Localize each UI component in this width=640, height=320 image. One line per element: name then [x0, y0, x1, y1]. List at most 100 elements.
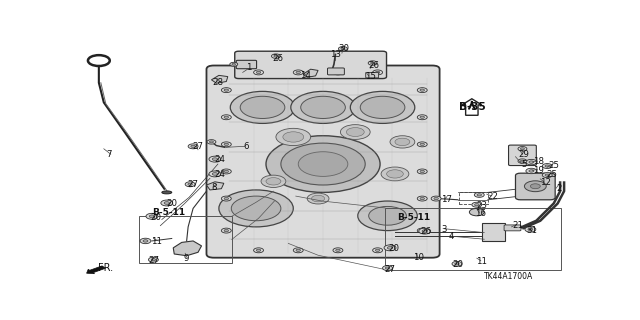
Circle shape	[417, 228, 428, 233]
FancyBboxPatch shape	[236, 60, 257, 69]
FancyArrow shape	[86, 266, 106, 274]
Circle shape	[231, 196, 281, 221]
Circle shape	[212, 158, 218, 160]
Polygon shape	[303, 69, 318, 77]
Circle shape	[420, 143, 424, 146]
Circle shape	[518, 147, 527, 151]
Circle shape	[520, 148, 524, 150]
Circle shape	[420, 197, 424, 200]
Text: 6: 6	[243, 142, 249, 151]
Text: 11: 11	[476, 257, 487, 266]
Circle shape	[420, 170, 424, 172]
Circle shape	[529, 161, 534, 163]
Circle shape	[209, 171, 221, 177]
Circle shape	[336, 71, 340, 74]
Circle shape	[164, 202, 170, 204]
Circle shape	[266, 136, 380, 192]
Circle shape	[346, 128, 364, 136]
Circle shape	[381, 167, 409, 181]
Circle shape	[188, 183, 193, 185]
Circle shape	[542, 173, 552, 178]
Circle shape	[224, 197, 228, 200]
Circle shape	[360, 96, 405, 118]
Polygon shape	[211, 75, 228, 83]
Circle shape	[232, 63, 236, 65]
Circle shape	[542, 164, 552, 169]
FancyArrow shape	[462, 99, 482, 115]
Circle shape	[475, 204, 479, 206]
Circle shape	[417, 142, 428, 147]
Circle shape	[419, 228, 431, 234]
Circle shape	[293, 70, 303, 75]
Circle shape	[372, 70, 383, 75]
Circle shape	[333, 248, 343, 253]
Text: 8: 8	[211, 183, 217, 192]
Text: 25: 25	[547, 170, 557, 179]
Circle shape	[526, 159, 537, 165]
Circle shape	[253, 70, 264, 75]
Text: B-5-11: B-5-11	[397, 213, 430, 222]
Circle shape	[434, 197, 438, 200]
FancyBboxPatch shape	[515, 173, 555, 200]
Text: 11: 11	[152, 237, 163, 246]
Bar	[385, 208, 561, 269]
FancyBboxPatch shape	[365, 72, 379, 78]
Circle shape	[371, 62, 374, 64]
Ellipse shape	[162, 191, 172, 194]
Circle shape	[143, 240, 148, 242]
Circle shape	[307, 193, 329, 204]
Circle shape	[395, 138, 410, 146]
Bar	[460, 192, 488, 204]
Text: 28: 28	[212, 78, 223, 87]
Circle shape	[372, 248, 383, 253]
Circle shape	[224, 229, 228, 232]
Circle shape	[296, 249, 300, 252]
Text: 13: 13	[330, 50, 341, 59]
Circle shape	[545, 165, 550, 167]
Circle shape	[422, 230, 428, 232]
Text: 17: 17	[440, 195, 452, 204]
Text: B-5-11: B-5-11	[152, 208, 185, 217]
Circle shape	[230, 62, 237, 66]
Text: 2: 2	[556, 184, 561, 193]
Circle shape	[368, 61, 377, 65]
Circle shape	[274, 55, 278, 57]
Circle shape	[417, 169, 428, 174]
Circle shape	[276, 128, 310, 146]
Circle shape	[417, 88, 428, 92]
Circle shape	[271, 54, 280, 58]
Circle shape	[528, 228, 533, 231]
Text: 20: 20	[452, 260, 463, 269]
Circle shape	[221, 115, 231, 120]
Circle shape	[224, 116, 228, 118]
Text: 26: 26	[420, 227, 432, 236]
Circle shape	[387, 170, 403, 178]
Circle shape	[420, 229, 424, 232]
Circle shape	[209, 141, 214, 143]
Circle shape	[253, 248, 264, 253]
FancyBboxPatch shape	[482, 223, 504, 241]
Circle shape	[350, 92, 415, 124]
Circle shape	[185, 182, 195, 187]
Circle shape	[518, 159, 527, 163]
Text: 24: 24	[214, 155, 225, 164]
Circle shape	[531, 184, 540, 189]
Circle shape	[281, 143, 365, 185]
Circle shape	[224, 89, 228, 91]
Circle shape	[221, 228, 231, 233]
Circle shape	[266, 178, 281, 185]
Circle shape	[257, 249, 260, 252]
Circle shape	[230, 92, 295, 124]
Polygon shape	[207, 182, 224, 190]
Circle shape	[529, 170, 534, 172]
Circle shape	[387, 246, 393, 249]
Text: 27: 27	[385, 265, 396, 274]
Circle shape	[298, 152, 348, 176]
Text: 23: 23	[476, 202, 487, 211]
Text: 1: 1	[246, 63, 252, 72]
FancyBboxPatch shape	[207, 66, 440, 258]
Circle shape	[469, 208, 484, 216]
Circle shape	[261, 175, 286, 188]
Circle shape	[524, 181, 547, 192]
Circle shape	[219, 190, 293, 227]
